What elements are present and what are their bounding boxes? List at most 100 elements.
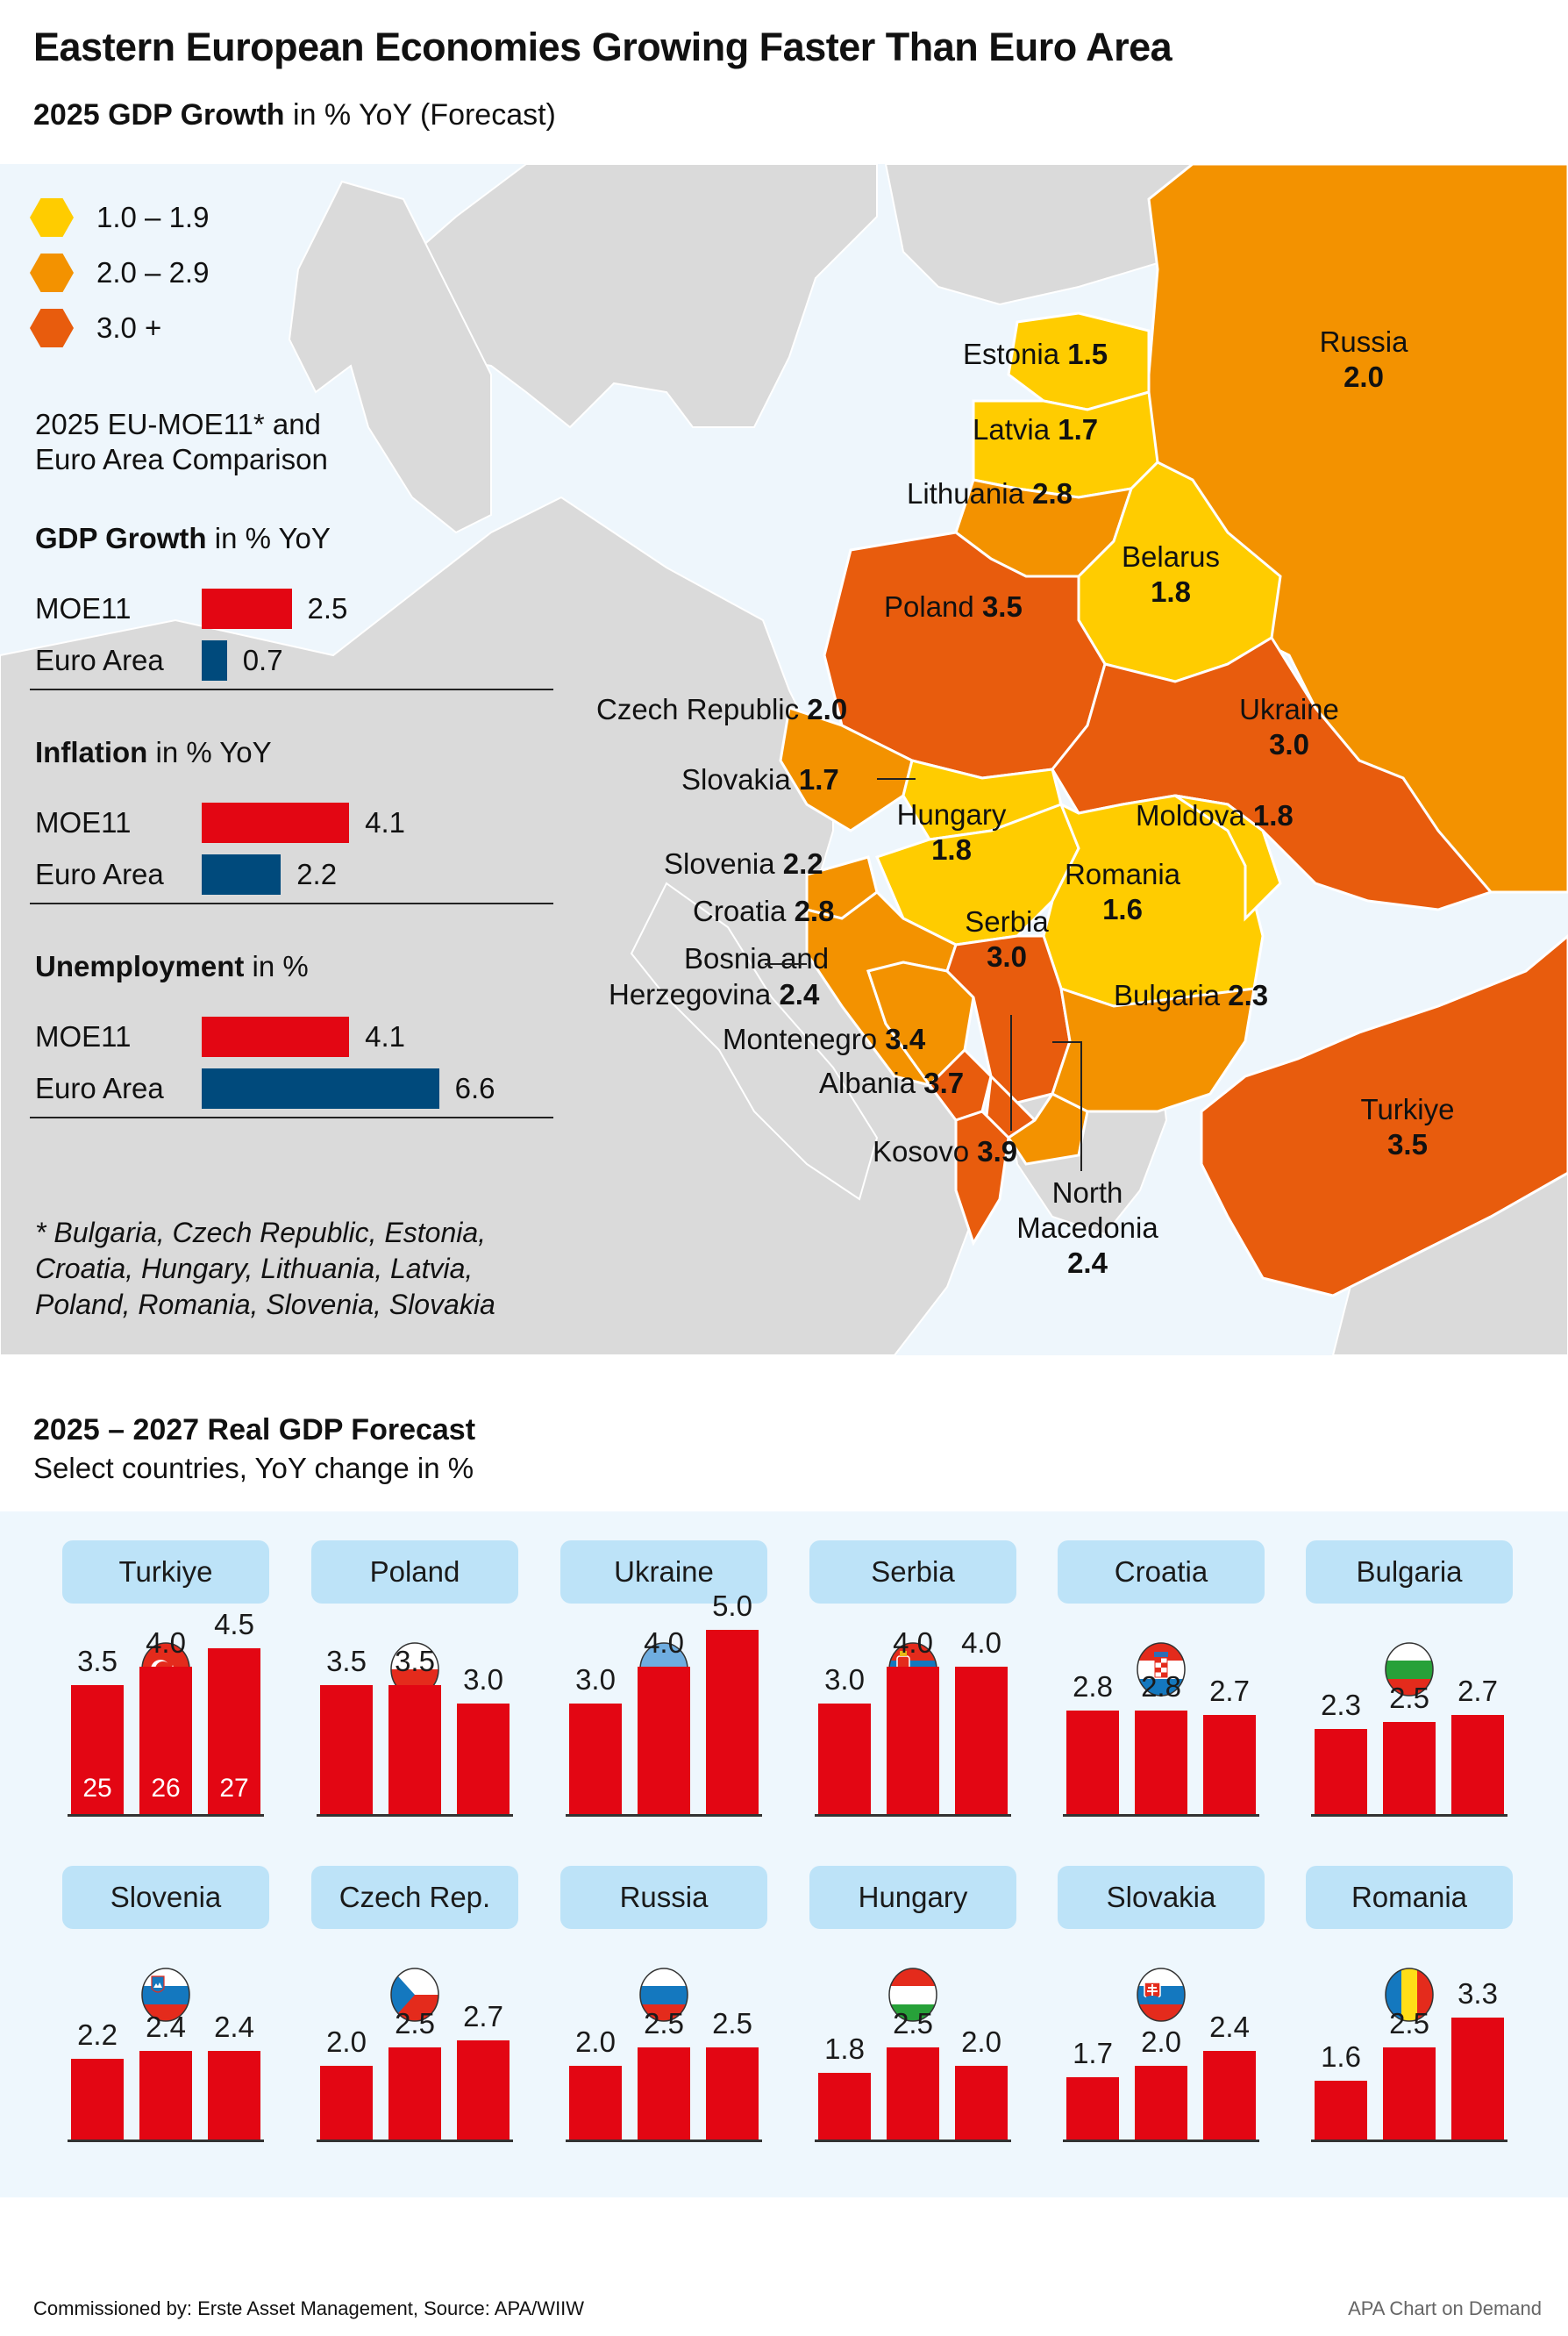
label-slovakia: Slovakia 1.7 <box>681 762 839 797</box>
label-moldova-value: 1.8 <box>1252 799 1294 832</box>
label-montenegro-value: 3.4 <box>885 1023 926 1055</box>
footnote-line3: Poland, Romania, Slovenia, Slovakia <box>35 1289 495 1320</box>
forecast-value-label: 3.3 <box>1458 1977 1498 2011</box>
section-title-bold: Unemployment <box>35 950 245 982</box>
forecast-value-label: 3.5 <box>395 1645 435 1677</box>
leader-bosnia <box>765 963 807 965</box>
bar-baseline <box>1311 2140 1507 2142</box>
label-poland-name: Poland <box>884 590 974 623</box>
section-divider <box>30 1117 553 1118</box>
label-kosovo: Kosovo 3.9 <box>873 1134 1017 1169</box>
section-title-rest: in % YoY <box>147 736 272 768</box>
label-belarus: Belarus 1.8 <box>1114 539 1228 610</box>
region-bosnia[interactable] <box>866 961 975 1088</box>
footnote-line1: * Bulgaria, Czech Republic, Estonia, <box>35 1217 487 1248</box>
comparison-bar-moe11 <box>202 803 350 843</box>
forecast-value-label: 2.3 <box>1321 1689 1361 1722</box>
series-label: Euro Area <box>35 1072 164 1104</box>
comparison-title-line2: Euro Area Comparison <box>35 443 328 475</box>
forecast-bar-2025 <box>569 1704 622 1814</box>
comparison-bar-moe11 <box>202 1017 350 1057</box>
label-slovakia-name: Slovakia <box>681 763 791 796</box>
forecast-value-label: 2.4 <box>146 2011 186 2044</box>
label-bulgaria-name: Bulgaria <box>1114 979 1221 1011</box>
label-bosnia-name: Herzegovina <box>609 978 772 1011</box>
label-lithuania: Lithuania 2.8 <box>907 476 1073 511</box>
forecast-value-label: 4.0 <box>961 1626 1001 1659</box>
forecast-panel: Turkiye 3.5 25 4.0 26 4.5 27 Poland 3.5 3.5 3.0 Ukr… <box>0 1511 1568 2197</box>
country-tab-romania[interactable]: Romania <box>1306 1866 1513 1929</box>
country-tab-serbia[interactable]: Serbia <box>809 1540 1016 1604</box>
forecast-bar-2026 <box>1135 2066 1187 2140</box>
label-north-macedonia-value: 2.4 <box>1067 1247 1108 1279</box>
label-belarus-value: 1.8 <box>1151 575 1191 608</box>
label-turkiye-name: Turkiye <box>1360 1093 1455 1125</box>
section-title-bold: Inflation <box>35 736 148 768</box>
forecast-value-label: 2.4 <box>1209 2011 1250 2044</box>
country-tab-hungary[interactable]: Hungary <box>809 1866 1016 1929</box>
label-montenegro-name: Montenegro <box>723 1023 878 1055</box>
leader-slovakia <box>877 778 916 780</box>
forecast-bar-2026 <box>139 1667 192 1814</box>
forecast-bar-2027 <box>1203 2051 1256 2140</box>
label-latvia-name: Latvia <box>973 413 1051 446</box>
country-tab-ukraine[interactable]: Ukraine <box>560 1540 767 1604</box>
forecast-value-label: 2.0 <box>575 2025 616 2058</box>
czech-flag-icon <box>390 1968 439 2022</box>
comparison-value: 2.2 <box>296 858 338 890</box>
map-subtitle-bold: 2025 GDP Growth <box>33 98 285 132</box>
country-tab-slovenia[interactable]: Slovenia <box>62 1866 269 1929</box>
label-bulgaria-value: 2.3 <box>1228 979 1269 1011</box>
comparison-section-title: Inflation in % YoY <box>35 736 272 769</box>
label-lithuania-name: Lithuania <box>907 477 1024 510</box>
label-bosnia-value: 2.4 <box>779 978 820 1011</box>
country-tab-bulgaria[interactable]: Bulgaria <box>1306 1540 1513 1604</box>
forecast-bar-2026 <box>1383 1722 1436 1814</box>
country-tab-russia[interactable]: Russia <box>560 1866 767 1929</box>
country-tab-poland[interactable]: Poland <box>311 1540 518 1604</box>
label-moldova: Moldova 1.8 <box>1136 798 1294 833</box>
country-tab-croatia[interactable]: Croatia <box>1058 1540 1265 1604</box>
forecast-bar-2026 <box>638 1667 690 1814</box>
region-albania[interactable] <box>954 1110 1010 1247</box>
label-north-macedonia-name1: North <box>1051 1176 1123 1209</box>
label-belarus-name: Belarus <box>1122 540 1220 573</box>
label-albania-name: Albania <box>819 1067 916 1099</box>
label-turkiye: Turkiye 3.5 <box>1342 1092 1473 1162</box>
source-credit: Commissioned by: Erste Asset Management,… <box>33 2297 585 2319</box>
forecast-bar-2025 <box>569 2066 622 2140</box>
section-divider <box>30 903 553 904</box>
forecast-bar-2026 <box>638 2047 690 2140</box>
label-ukraine-name: Ukraine <box>1239 693 1339 725</box>
country-tab-slovakia[interactable]: Slovakia <box>1058 1866 1265 1929</box>
comparison-value: 4.1 <box>365 806 405 839</box>
series-label: Euro Area <box>35 644 164 676</box>
forecast-bar-2027 <box>955 2066 1008 2140</box>
label-poland-value: 3.5 <box>981 590 1023 623</box>
forecast-bar-2027 <box>208 2051 260 2140</box>
label-russia-value: 2.0 <box>1343 361 1384 393</box>
legend-label-mid: 2.0 – 2.9 <box>96 256 210 289</box>
forecast-bar-2025 <box>71 2058 124 2140</box>
region-moldova[interactable] <box>1174 794 1282 922</box>
comparison-value: 6.6 <box>454 1072 495 1104</box>
forecast-bar-2026 <box>887 2047 939 2140</box>
region-montenegro[interactable] <box>928 1047 993 1122</box>
label-poland: Poland 3.5 <box>884 589 1023 625</box>
label-turkiye-value: 3.5 <box>1387 1128 1428 1161</box>
forecast-bar-2027 <box>955 1667 1008 1814</box>
section-title-rest: in % YoY <box>206 522 331 554</box>
forecast-value-label: 4.0 <box>893 1626 933 1659</box>
comparison-title-line1: 2025 EU-MOE11* and <box>35 408 321 440</box>
forecast-value-label: 2.5 <box>1389 1682 1429 1714</box>
region-czech[interactable] <box>779 706 914 832</box>
leader-north-macedonia-h <box>1052 1041 1082 1043</box>
country-tab-turkiye[interactable]: Turkiye <box>62 1540 269 1604</box>
country-tab-czech-rep[interactable]: Czech Rep. <box>311 1866 518 1929</box>
region-turkiye[interactable] <box>1200 934 1568 1297</box>
region-bulgaria[interactable] <box>1051 986 1256 1113</box>
label-croatia: Croatia 2.8 <box>693 894 834 929</box>
label-czech: Czech Republic 2.0 <box>596 692 847 727</box>
label-north-macedonia: North Macedonia 2.4 <box>1009 1175 1166 1281</box>
forecast-bar-2027 <box>1451 1714 1504 1814</box>
